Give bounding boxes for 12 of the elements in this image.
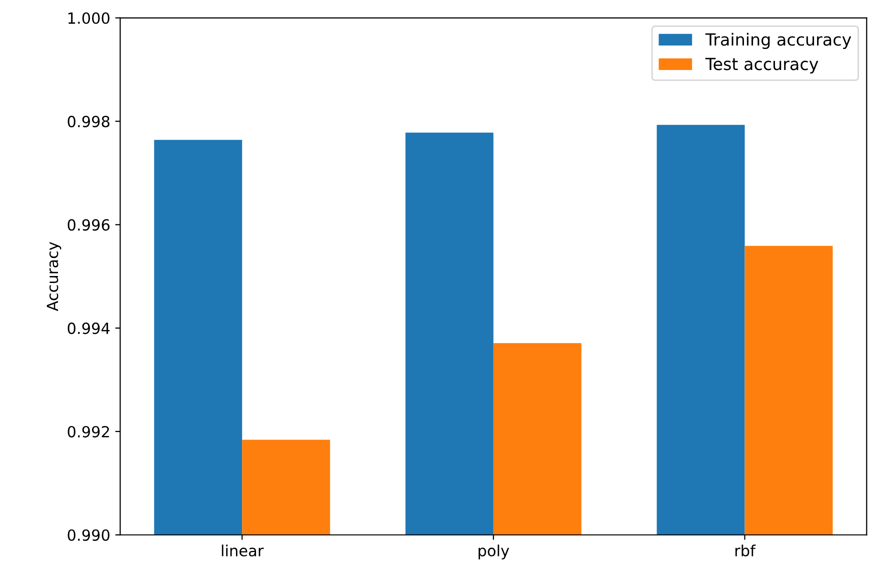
legend-label: Training accuracy bbox=[705, 32, 852, 50]
y-tick-label: 0.998 bbox=[68, 116, 110, 128]
y-tick-label: 0.992 bbox=[68, 426, 109, 438]
y-tick-label: 0.996 bbox=[68, 219, 110, 231]
y-tick-label: 0.994 bbox=[68, 322, 110, 334]
y-axis-title: Accuracy bbox=[46, 242, 62, 312]
y-tick-label: 1.000 bbox=[68, 12, 110, 24]
y-tick-label: 0.990 bbox=[68, 529, 110, 541]
x-tick-label: poly bbox=[478, 544, 510, 560]
legend-label: Test accuracy bbox=[705, 58, 818, 74]
x-tick-label: linear bbox=[222, 544, 264, 556]
x-tick-label: rbf bbox=[735, 544, 756, 556]
